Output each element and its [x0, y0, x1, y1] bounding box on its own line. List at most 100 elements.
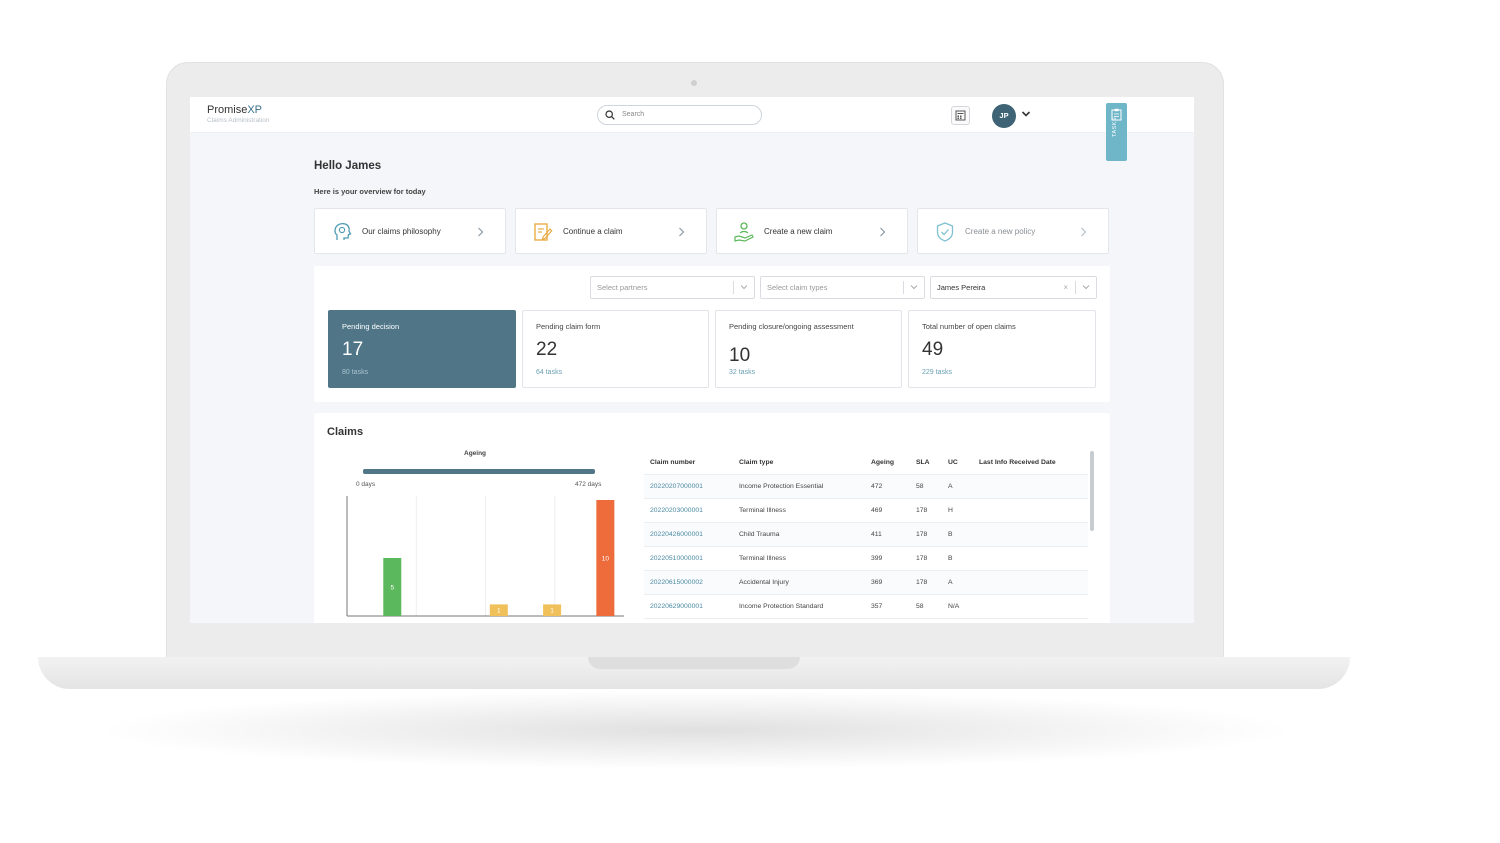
- table-row[interactable]: 20220203000001 Terminal Illness 469 178 H: [644, 499, 1088, 523]
- clear-icon[interactable]: ×: [1063, 283, 1068, 292]
- cell-ageing: 472: [871, 483, 883, 490]
- claim-number-link[interactable]: 20220207000001: [650, 483, 703, 490]
- table-row[interactable]: 20220510000001 Terminal Illness 399 178 B: [644, 547, 1088, 571]
- ageing-label: Ageing: [464, 450, 487, 457]
- bar-data-label: 1: [497, 608, 501, 615]
- stat-label: Pending decision: [342, 322, 400, 331]
- page-subtitle: Here is your overview for today: [314, 187, 426, 196]
- claims-title: Claims: [327, 426, 364, 438]
- ageing-bar-chart: 5 1 1 10: [346, 496, 624, 617]
- claim-number-link[interactable]: 20220629000001: [650, 603, 703, 610]
- assignee-select[interactable]: James Pereira ×: [930, 276, 1097, 299]
- bar-data-label: 5: [390, 585, 394, 592]
- cell-sla: 178: [916, 579, 928, 586]
- table-row[interactable]: 20220629000001 Income Protection Standard…: [644, 595, 1088, 619]
- cell-ageing: 357: [871, 603, 883, 610]
- partners-select[interactable]: Select partners: [590, 276, 755, 299]
- stat-pending-closure[interactable]: Pending closure/ongoing assessment 10 32…: [715, 310, 902, 388]
- column-header-claim-number[interactable]: Claim number: [650, 459, 696, 466]
- column-header-uc[interactable]: UC: [948, 459, 958, 466]
- cell-uc: H: [948, 507, 953, 514]
- stat-value: 22: [536, 339, 558, 360]
- edit-document-icon: [534, 223, 553, 241]
- search-icon: [605, 110, 615, 120]
- brain-head-icon: [334, 223, 352, 240]
- create-new-policy-button[interactable]: Create a new policy: [917, 208, 1109, 254]
- cell-sla: 58: [916, 603, 924, 610]
- search-input[interactable]: Search: [597, 105, 762, 125]
- table-scrollbar[interactable]: [1090, 451, 1094, 531]
- chevron-down-icon: [740, 285, 748, 290]
- bar[interactable]: [489, 604, 508, 616]
- tasks-tab[interactable]: TASKS: [1106, 103, 1127, 161]
- stat-value: 49: [922, 339, 944, 360]
- cell-uc: A: [948, 483, 953, 490]
- cell-ageing: 369: [871, 579, 883, 586]
- shield-check-icon: [936, 222, 954, 242]
- claim-number-link[interactable]: 20220426000001: [650, 531, 703, 538]
- partners-select-placeholder: Select partners: [597, 283, 648, 292]
- summary-panel: Select partners Select claim types James…: [314, 266, 1110, 402]
- table-row[interactable]: 20220207000001 Income Protection Essentia…: [644, 475, 1088, 499]
- app-screen: PromiseXP Claims Administration Search J…: [190, 97, 1194, 623]
- chevron-down-icon: [1082, 285, 1090, 290]
- hand-person-icon: [734, 222, 754, 242]
- stat-total-open-claims[interactable]: Total number of open claims 49 229 tasks: [908, 310, 1096, 388]
- claim-number-link[interactable]: 20220615000002: [650, 579, 703, 586]
- claim-number-link[interactable]: 20220203000001: [650, 507, 703, 514]
- stat-pending-decision[interactable]: Pending decision 17 80 tasks: [328, 310, 516, 388]
- column-header-claim-type[interactable]: Claim type: [739, 459, 774, 466]
- select-divider: [903, 281, 904, 294]
- cell-claim-type: Child Trauma: [739, 531, 780, 538]
- brand-subtitle: Claims Administration: [207, 117, 270, 124]
- bar[interactable]: [543, 604, 562, 616]
- bar[interactable]: [596, 500, 615, 616]
- cell-uc: A: [948, 579, 953, 586]
- stat-label: Pending claim form: [536, 322, 601, 331]
- column-header-sla[interactable]: SLA: [916, 459, 930, 466]
- stat-label: Pending closure/ongoing assessment: [729, 322, 854, 331]
- chevron-right-icon: [1081, 227, 1087, 237]
- chevron-right-icon: [679, 227, 685, 237]
- cell-uc: B: [948, 531, 953, 538]
- brand-name-accent: XP: [247, 104, 263, 116]
- cell-sla: 178: [916, 555, 928, 562]
- claims-table: Claim number Claim type Ageing SLA UC Last In…: [644, 451, 1088, 619]
- bar-data-label: 10: [602, 556, 610, 563]
- avatar[interactable]: JP: [992, 104, 1016, 128]
- cell-claim-type: Terminal Illness: [739, 507, 786, 514]
- cell-claim-type: Income Protection Standard: [739, 603, 824, 610]
- claims-philosophy-button[interactable]: Our claims philosophy: [314, 208, 506, 254]
- claim-number-link[interactable]: 20220510000001: [650, 555, 703, 562]
- bar[interactable]: [383, 558, 402, 616]
- stat-pending-claim-form[interactable]: Pending claim form 22 64 tasks: [522, 310, 709, 388]
- chart-bars: 5 1 1 10: [383, 500, 615, 616]
- table-body: 20220207000001 Income Protection Essentia…: [644, 475, 1088, 619]
- column-header-ageing[interactable]: Ageing: [871, 459, 895, 466]
- cell-claim-type: Accidental Injury: [739, 579, 789, 586]
- calculator-button[interactable]: [951, 106, 970, 125]
- claim-types-select[interactable]: Select claim types: [760, 276, 925, 299]
- stat-tasks: 229 tasks: [922, 369, 952, 376]
- stat-value: 17: [342, 339, 364, 360]
- table-row[interactable]: 20220426000001 Child Trauma 411 178 B: [644, 523, 1088, 547]
- laptop-base-notch: [588, 657, 800, 669]
- chevron-right-icon: [880, 227, 886, 237]
- column-header-last-info-date[interactable]: Last Info Received Date: [979, 459, 1056, 466]
- laptop-shadow: [90, 690, 1300, 770]
- continue-claim-button[interactable]: Continue a claim: [515, 208, 707, 254]
- brand-logo[interactable]: PromiseXP Claims Administration: [207, 104, 270, 124]
- select-divider: [733, 281, 734, 294]
- stat-label: Total number of open claims: [922, 322, 1016, 331]
- table-row[interactable]: 20220615000002 Accidental Injury 369 178 A: [644, 571, 1088, 595]
- action-label: Create a new claim: [764, 227, 833, 236]
- create-new-claim-button[interactable]: Create a new claim: [716, 208, 908, 254]
- claim-types-select-placeholder: Select claim types: [767, 283, 828, 292]
- cell-claim-type: Terminal Illness: [739, 555, 786, 562]
- stat-tasks: 80 tasks: [342, 369, 369, 376]
- table-header: Claim number Claim type Ageing SLA UC Last In…: [644, 451, 1088, 475]
- claims-panel: Claims Ageing 0 days 472 days 5 1 1 10 Clai…: [314, 413, 1110, 623]
- ageing-range-slider[interactable]: [363, 469, 595, 474]
- chevron-down-icon[interactable]: [1021, 110, 1031, 118]
- cell-uc: N/A: [948, 603, 960, 610]
